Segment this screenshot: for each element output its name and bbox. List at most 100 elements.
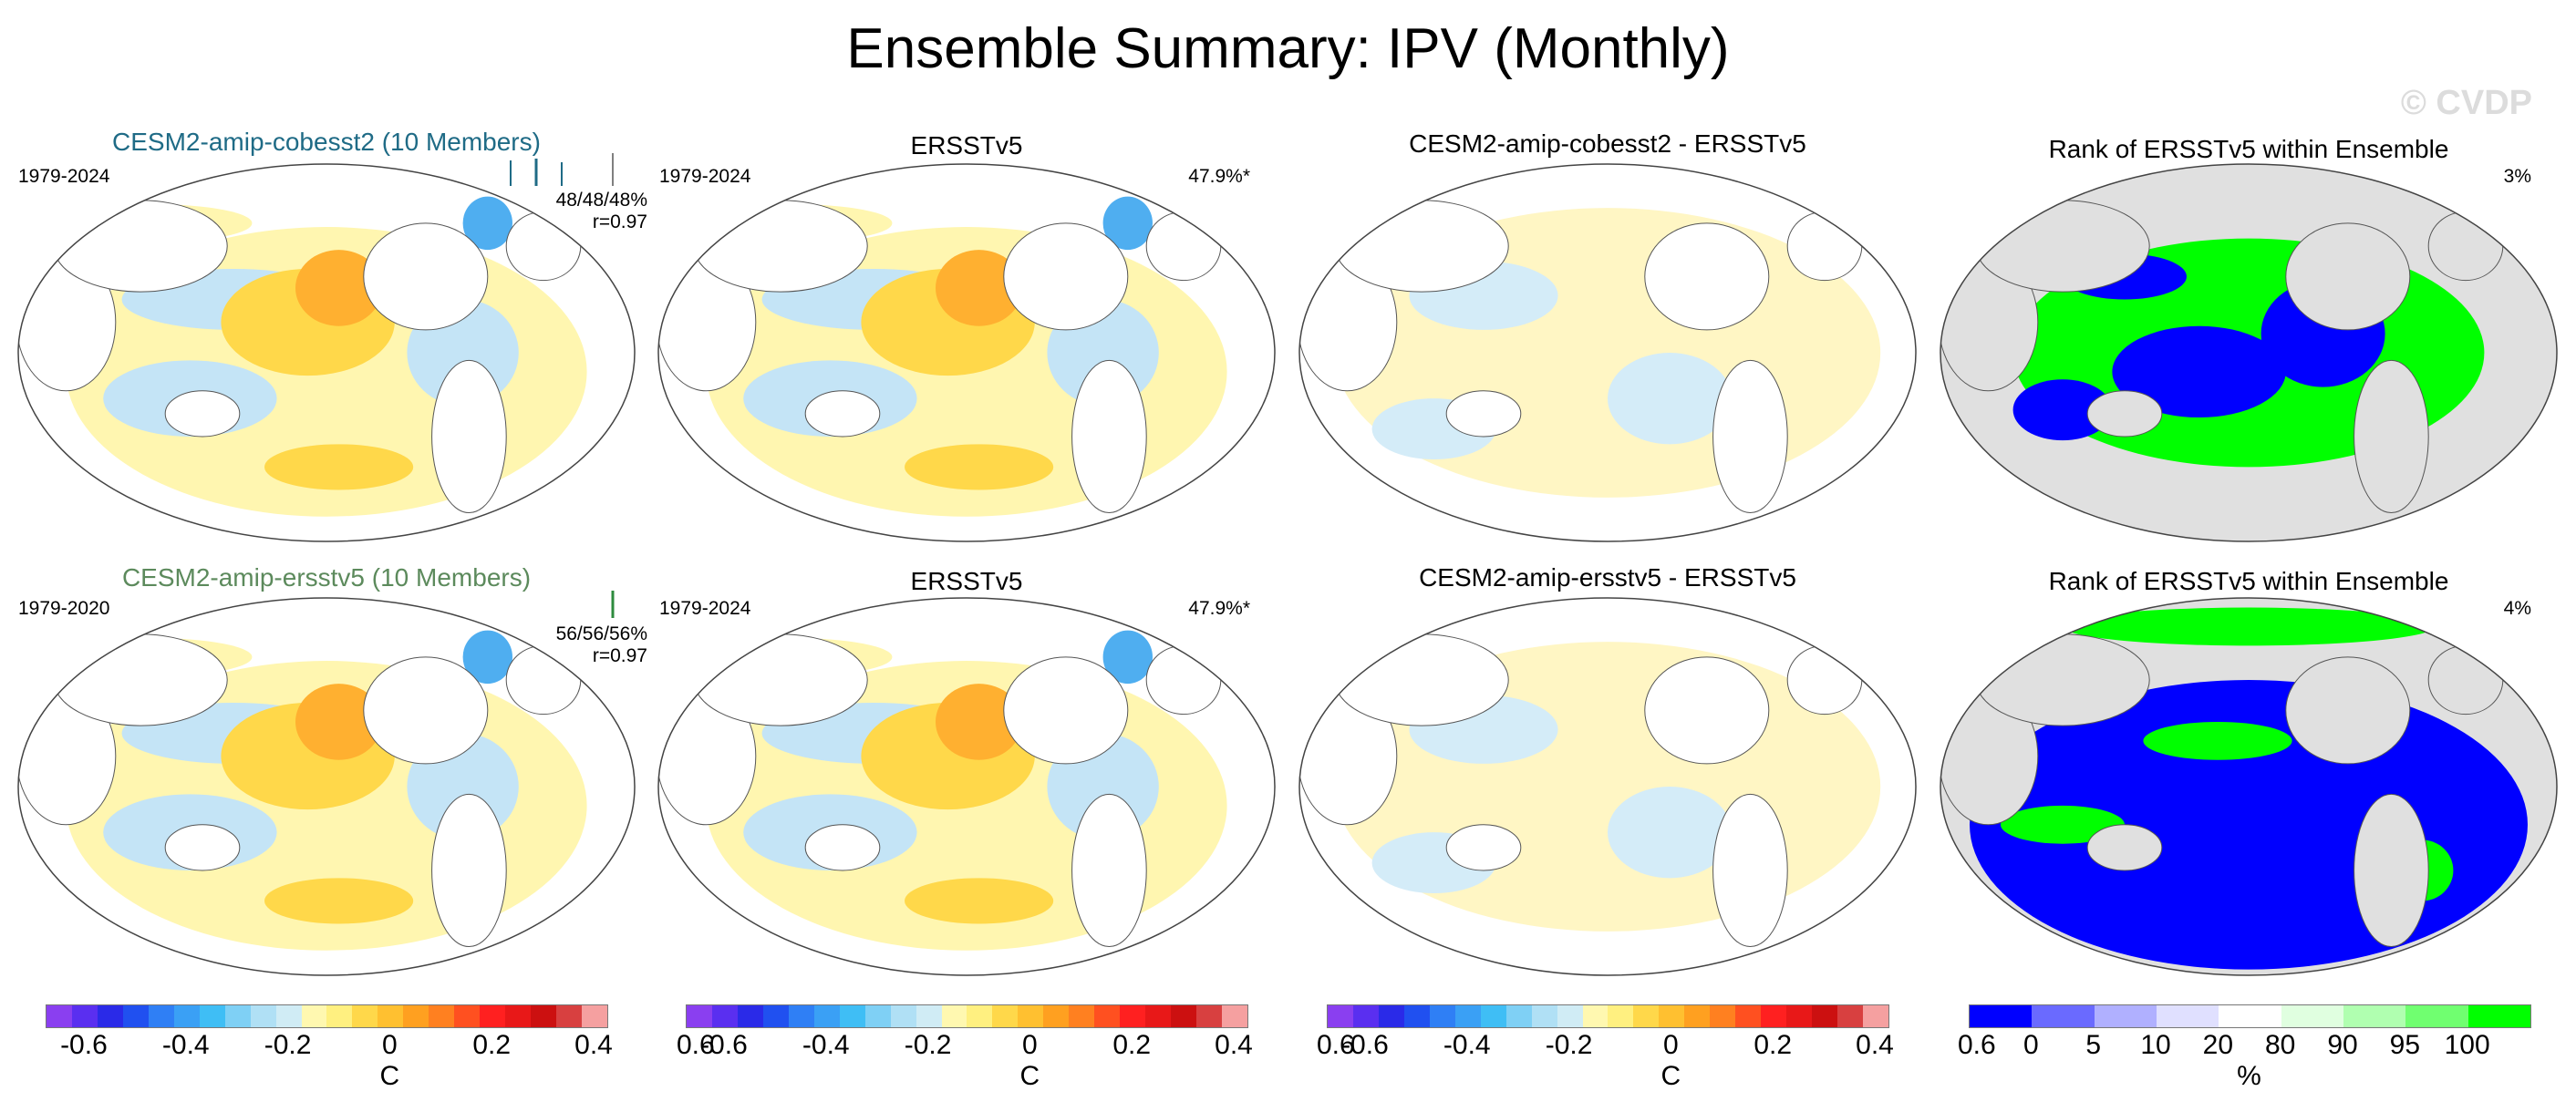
continent-outline [2427,644,2504,716]
rank-low-region [2112,325,2286,418]
continent-outline [1644,222,1770,331]
colorbar-swatch [1582,1005,1609,1027]
colorbar-swatch [941,1005,967,1027]
colorbar-swatch [480,1005,506,1027]
rank-map-row2 [1940,597,2558,976]
continent-outline [1975,633,2150,726]
diff-panel-title-row1: CESM2-amip-cobesst2 - ERSSTv5 [1409,129,1806,158]
colorbar-swatch [2405,1005,2468,1027]
colorbar-swatch [531,1005,557,1027]
difference-region [1608,353,1732,445]
colorbar-tick-label: 80 [2264,1030,2296,1060]
continent-outline [164,824,241,871]
cool-anomaly-region [1102,630,1153,685]
warm-anomaly-region [264,878,414,924]
colorbar-swatch [2094,1005,2157,1027]
colorbar-swatch [1735,1005,1762,1027]
obs-panel-title-row1: ERSSTv5 [910,131,1023,160]
continent-outline [1644,656,1770,765]
colorbar-swatch [71,1005,98,1027]
continent-outline [1786,644,1863,716]
cool-anomaly-region [462,630,512,685]
continent-outline [164,390,241,438]
continent-outline [53,633,228,726]
colorbar-tick-label: 100 [2444,1030,2490,1060]
colorbar-tick-label: 0 [1663,1030,1679,1060]
colorbar-swatch [97,1005,123,1027]
rank-colorbar [1969,1004,2531,1028]
cool-anomaly-region [1102,196,1153,251]
colorbar-tick-label: 0.2 [472,1030,512,1060]
colorbar-tick-label: -0.6 [1341,1030,1389,1060]
continent-outline [804,824,881,871]
colorbar-swatch [454,1005,481,1027]
obs-years-row1: 1979-2024 [659,166,751,187]
model-stats-r-row1: r=0.97 [592,211,647,232]
colorbar-swatch [122,1005,149,1027]
colorbar-swatch [1970,1005,2033,1027]
colorbar-tick-label: -0.2 [264,1030,312,1060]
continent-outline [1003,222,1129,331]
colorbar-swatch [199,1005,225,1027]
continent-outline [1334,633,1509,726]
temperature-colorbar [1327,1004,1889,1028]
colorbar-tick-label: 0.6 [1316,1030,1355,1060]
colorbar-tick-label: 10 [2140,1030,2171,1060]
colorbar-swatch [1429,1005,1455,1027]
colorbar-tick-label: 0.6 [676,1030,715,1060]
colorbar-swatch [429,1005,455,1027]
colorbar-swatch [1531,1005,1557,1027]
continent-outline [2427,211,2504,282]
map-border [1298,597,1917,976]
colorbar-swatch [1863,1005,1888,1027]
map-border [657,597,1276,976]
colorbar-swatch [326,1005,353,1027]
continent-outline [363,656,489,765]
continent-outline [431,793,507,948]
colorbar-swatch [1352,1005,1379,1027]
rank-low-region [2012,379,2113,441]
model-panel-title-row2: CESM2-amip-ersstv5 (10 Members) [121,563,532,592]
colorbar-tick-label: 20 [2202,1030,2234,1060]
colorbar-tick-label: 0.6 [1957,1030,1996,1060]
colorbar-swatch [1761,1005,1787,1027]
difference-region [1608,787,1732,879]
rank-high-region [2063,607,2435,646]
colorbar-tick-label: -0.4 [161,1030,210,1060]
colorbar-swatch [2032,1005,2095,1027]
colorbar-swatch [378,1005,404,1027]
colorbar-tick-label: 5 [2085,1030,2101,1060]
colorbar-swatch [275,1005,302,1027]
continent-outline [363,222,489,331]
continent-outline [1071,793,1147,948]
colorbar-swatch [1505,1005,1532,1027]
colorbar-swatch [47,1005,72,1027]
colorbar-swatch [1145,1005,1172,1027]
colorbar-swatch [1069,1005,1095,1027]
colorbar-tick-label: 0.2 [1112,1030,1152,1060]
colorbar-swatch [2281,1005,2343,1027]
colorbar-swatch [2219,1005,2281,1027]
map-border [17,597,636,976]
colorbar-tick-label: -0.2 [1545,1030,1593,1060]
colorbar-swatch [839,1005,865,1027]
colorbar-swatch [582,1005,607,1027]
watermark: © CVDP [2400,84,2532,122]
obs-years-row2: 1979-2024 [659,598,751,619]
model-stats-r-row2: r=0.97 [592,645,647,666]
colorbar-swatch [1094,1005,1121,1027]
colorbar-swatch [1454,1005,1481,1027]
continent-outline [431,359,507,514]
obs-map-row1 [657,163,1276,542]
continent-outline [2086,824,2163,871]
colorbar-unit: % [2237,1061,2261,1091]
colorbar-swatch [813,1005,840,1027]
colorbar-swatch [352,1005,378,1027]
colorbar-swatch [1378,1005,1404,1027]
warm-anomaly-region [295,684,383,760]
colorbar-swatch [301,1005,327,1027]
colorbar-tick-label: 95 [2389,1030,2421,1060]
colorbar-tick-label: -0.6 [700,1030,748,1060]
map-border [1940,597,2558,976]
colorbar-unit: C [1660,1061,1681,1091]
